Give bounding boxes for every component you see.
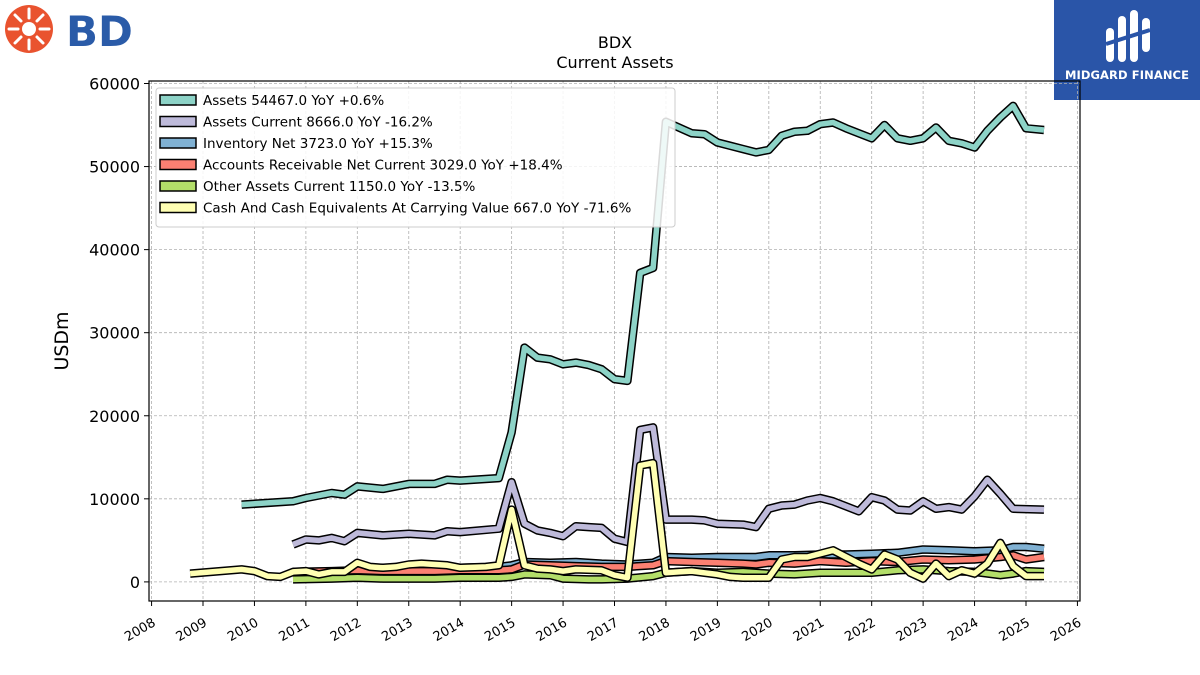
midgard-emblem-icon bbox=[1105, 10, 1151, 62]
series-0 bbox=[241, 101, 1045, 509]
bd-logo: BD bbox=[4, 4, 144, 56]
midgard-finance-logo: MIDGARD FINANCE bbox=[1054, 0, 1200, 100]
legend-swatch bbox=[159, 137, 197, 149]
legend-label: Assets 54467.0 YoY +0.6% bbox=[203, 93, 384, 109]
series-1 bbox=[291, 423, 1045, 549]
legend-swatch bbox=[159, 115, 197, 128]
x-tick-label: 2013 bbox=[379, 615, 415, 645]
legend-label: Accounts Receivable Net Current 3029.0 Y… bbox=[203, 158, 563, 174]
series-line bbox=[241, 103, 1045, 508]
midgard-logo-text: MIDGARD FINANCE bbox=[1064, 68, 1190, 82]
x-tick-label: 2009 bbox=[174, 615, 210, 645]
x-tick-label: 2008 bbox=[122, 615, 158, 645]
y-tick-label: 10000 bbox=[89, 490, 140, 509]
legend-swatch bbox=[159, 180, 197, 192]
y-axis-label: USDm bbox=[51, 311, 73, 370]
series-line bbox=[292, 424, 1045, 548]
y-tick-label: 40000 bbox=[89, 241, 140, 260]
y-tick-label: 20000 bbox=[89, 407, 140, 426]
legend-swatch bbox=[159, 94, 197, 106]
y-tick-label: 0 bbox=[130, 573, 140, 592]
x-tick-label: 2018 bbox=[637, 615, 673, 645]
legend-label: Assets Current 8666.0 YoY -16.2% bbox=[203, 115, 433, 131]
chart-title: BDX bbox=[598, 33, 632, 52]
x-tick-label: 2021 bbox=[791, 615, 827, 645]
legend-swatch bbox=[159, 158, 197, 171]
legend-label: Cash And Cash Equivalents At Carrying Va… bbox=[203, 201, 631, 217]
x-tick-label: 2012 bbox=[328, 615, 364, 645]
legend-label: Other Assets Current 1150.0 YoY -13.5% bbox=[203, 179, 476, 195]
series-lines bbox=[189, 101, 1045, 584]
series-3 bbox=[292, 551, 1045, 577]
x-tick-label: 2022 bbox=[842, 615, 878, 645]
x-tick-label: 2025 bbox=[997, 615, 1033, 645]
x-tick-label: 2010 bbox=[225, 615, 261, 645]
y-tick-label: 60000 bbox=[89, 74, 140, 93]
bd-sunburst-icon bbox=[5, 5, 53, 53]
y-tick-label: 30000 bbox=[89, 324, 140, 343]
series-line bbox=[189, 460, 1044, 582]
x-tick-label: 2023 bbox=[894, 615, 930, 645]
x-tick-label: 2026 bbox=[1048, 615, 1084, 645]
x-tick-label: 2016 bbox=[534, 615, 570, 645]
legend-label: Inventory Net 3723.0 YoY +15.3% bbox=[203, 136, 433, 152]
series-5 bbox=[189, 458, 1044, 583]
legend-box bbox=[155, 87, 676, 228]
x-tick-label: 2014 bbox=[431, 615, 467, 645]
x-tick-label: 2019 bbox=[688, 615, 724, 645]
chart-subtitle: Current Assets bbox=[556, 53, 673, 72]
x-tick-label: 2020 bbox=[739, 615, 775, 645]
x-tick-label: 2015 bbox=[482, 615, 518, 645]
y-tick-label: 50000 bbox=[89, 158, 140, 177]
legend: Assets 54467.0 YoY +0.6% Assets Current 8… bbox=[155, 87, 676, 228]
bd-logo-graphic: BD bbox=[5, 5, 133, 56]
x-tick-label: 2011 bbox=[277, 615, 313, 645]
x-tick-label: 2024 bbox=[945, 615, 981, 645]
legend-swatch bbox=[159, 201, 197, 214]
x-tick-label: 2017 bbox=[585, 615, 621, 645]
series-line bbox=[292, 552, 1045, 575]
bd-logo-text: BD bbox=[66, 7, 133, 56]
